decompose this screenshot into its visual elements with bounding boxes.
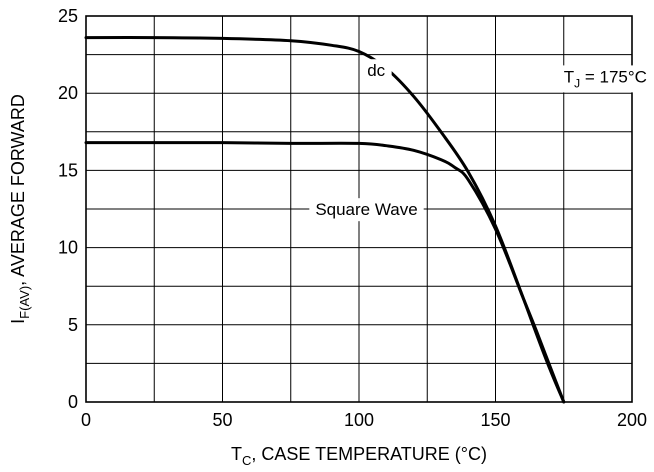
y-tick-label: 25	[58, 6, 78, 26]
x-tick-label: 50	[212, 410, 232, 430]
plot-frame	[85, 15, 633, 403]
x-tick-label: 150	[480, 410, 510, 430]
x-axis-label-rest: , CASE TEMPERATURE (°C)	[251, 444, 487, 464]
annotation-dc-background	[361, 59, 392, 83]
annotation-tj-sub: J	[574, 76, 580, 90]
x-tick-label: 200	[617, 410, 647, 430]
grid	[86, 16, 632, 402]
y-axis-label-rest: , AVERAGE FORWARD	[8, 94, 28, 286]
x-axis-label-sub: C	[242, 453, 251, 468]
x-axis-label: TC, CASE TEMPERATURE (°C)	[231, 444, 487, 468]
x-tick-label: 100	[344, 410, 374, 430]
x-axis-label-main: T	[231, 444, 242, 464]
y-tick-label: 5	[68, 315, 78, 335]
annotation-dc: dc	[367, 61, 385, 80]
series-line-square-wave	[84, 141, 566, 404]
annotation-tj-background	[557, 65, 653, 93]
y-tick-label: 20	[58, 83, 78, 103]
y-axis-label-sub: F(AV)	[17, 286, 32, 319]
tick-labels: 0 50 100 150 200 0 5 10 15 20 25	[58, 6, 647, 430]
y-tick-label: 10	[58, 238, 78, 258]
y-axis-label-main: I	[8, 319, 28, 324]
x-tick-label: 0	[81, 410, 91, 430]
annotation-square-wave: Square Wave	[315, 200, 417, 219]
annotation-square-wave-background	[309, 198, 424, 222]
y-tick-label: 0	[68, 392, 78, 412]
series-lines	[84, 36, 566, 404]
annotations: dc TJ = 175°C Square Wave	[309, 59, 653, 222]
annotation-tj-main: T	[564, 67, 574, 86]
y-axis-label: IF(AV), AVERAGE FORWARD	[8, 94, 32, 324]
y-tick-label: 15	[58, 160, 78, 180]
annotation-tj-rest: = 175°C	[580, 67, 647, 86]
annotation-tj: TJ = 175°C	[564, 67, 647, 90]
